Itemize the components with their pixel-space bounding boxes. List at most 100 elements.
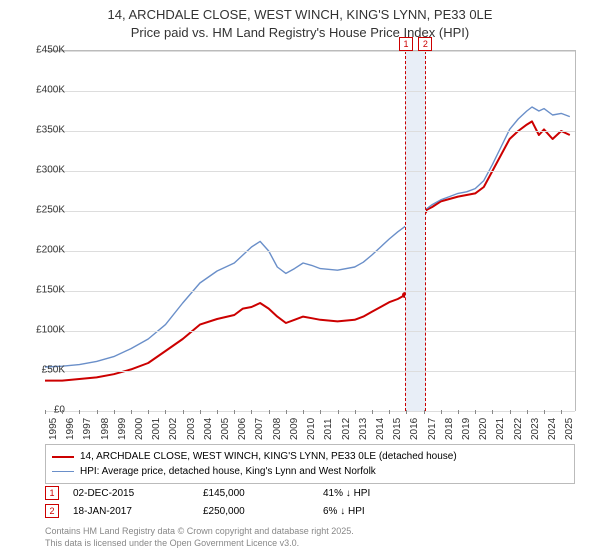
x-tick — [544, 410, 545, 414]
x-axis-label: 2000 — [134, 418, 145, 440]
legend-swatch-price — [52, 456, 74, 458]
title-line-2: Price paid vs. HM Land Registry's House … — [0, 24, 600, 42]
x-axis-label: 2015 — [392, 418, 403, 440]
event-date-2: 18-JAN-2017 — [73, 506, 203, 517]
gridline — [45, 211, 575, 212]
x-tick — [441, 410, 442, 414]
x-axis-label: 2020 — [478, 418, 489, 440]
x-tick — [97, 410, 98, 414]
x-axis-label: 2017 — [427, 418, 438, 440]
gridline — [45, 171, 575, 172]
x-tick — [510, 410, 511, 414]
title-block: 14, ARCHDALE CLOSE, WEST WINCH, KING'S L… — [0, 0, 600, 41]
x-axis-label: 2025 — [564, 418, 575, 440]
legend: 14, ARCHDALE CLOSE, WEST WINCH, KING'S L… — [45, 444, 575, 484]
x-axis-label: 2004 — [203, 418, 214, 440]
gridline — [45, 371, 575, 372]
x-tick — [269, 410, 270, 414]
x-tick — [389, 410, 390, 414]
x-tick — [114, 410, 115, 414]
x-tick — [183, 410, 184, 414]
y-axis-label: £150K — [36, 285, 65, 296]
x-tick — [303, 410, 304, 414]
x-tick — [492, 410, 493, 414]
y-axis-label: £200K — [36, 245, 65, 256]
footer-line-1: Contains HM Land Registry data © Crown c… — [45, 526, 354, 538]
x-axis-label: 2024 — [547, 418, 558, 440]
chart-marker-1: 1 — [399, 37, 413, 51]
event-date-1: 02-DEC-2015 — [73, 488, 203, 499]
x-axis-label: 2001 — [151, 418, 162, 440]
x-axis-label: 2012 — [341, 418, 352, 440]
x-axis-label: 1996 — [65, 418, 76, 440]
y-axis-label: £450K — [36, 45, 65, 56]
legend-label-hpi: HPI: Average price, detached house, King… — [80, 464, 376, 479]
x-tick — [406, 410, 407, 414]
gridline — [45, 51, 575, 52]
y-axis-label: £400K — [36, 85, 65, 96]
x-tick — [234, 410, 235, 414]
x-axis-label: 2019 — [461, 418, 472, 440]
x-axis-label: 1998 — [100, 418, 111, 440]
event-price-1: £145,000 — [203, 488, 323, 499]
gridline — [45, 411, 575, 412]
legend-row-hpi: HPI: Average price, detached house, King… — [52, 464, 568, 479]
x-tick — [217, 410, 218, 414]
x-tick — [458, 410, 459, 414]
x-axis-label: 2005 — [220, 418, 231, 440]
x-axis-label: 2003 — [186, 418, 197, 440]
x-axis-label: 1999 — [117, 418, 128, 440]
gridline — [45, 91, 575, 92]
y-axis-label: £0 — [54, 405, 65, 416]
x-tick — [527, 410, 528, 414]
x-axis-label: 1995 — [48, 418, 59, 440]
x-axis-label: 2014 — [375, 418, 386, 440]
x-tick — [131, 410, 132, 414]
x-axis-label: 1997 — [82, 418, 93, 440]
x-axis-label: 2008 — [272, 418, 283, 440]
x-tick — [338, 410, 339, 414]
gridline — [45, 291, 575, 292]
x-tick — [79, 410, 80, 414]
x-tick — [148, 410, 149, 414]
footer: Contains HM Land Registry data © Crown c… — [45, 526, 354, 549]
gridline — [45, 331, 575, 332]
plot-area: 12 — [45, 50, 576, 411]
x-tick — [165, 410, 166, 414]
x-tick — [251, 410, 252, 414]
legend-row-price: 14, ARCHDALE CLOSE, WEST WINCH, KING'S L… — [52, 449, 568, 464]
y-axis-label: £50K — [42, 365, 65, 376]
chart-marker-2: 2 — [418, 37, 432, 51]
x-axis-label: 2018 — [444, 418, 455, 440]
gridline — [45, 131, 575, 132]
y-axis-label: £250K — [36, 205, 65, 216]
x-tick — [561, 410, 562, 414]
event-row-2: 2 18-JAN-2017 £250,000 6% ↓ HPI — [45, 504, 575, 518]
x-tick — [355, 410, 356, 414]
x-tick — [286, 410, 287, 414]
x-axis-label: 2022 — [513, 418, 524, 440]
event-marker-1: 1 — [45, 486, 59, 500]
chart-svg — [45, 51, 575, 411]
event-delta-1: 41% ↓ HPI — [323, 488, 370, 499]
x-axis-label: 2021 — [495, 418, 506, 440]
x-tick — [45, 410, 46, 414]
y-axis-label: £350K — [36, 125, 65, 136]
x-tick — [424, 410, 425, 414]
x-axis-label: 2006 — [237, 418, 248, 440]
x-tick — [475, 410, 476, 414]
x-axis-label: 2007 — [254, 418, 265, 440]
series-hpi — [45, 107, 570, 367]
x-axis-label: 2013 — [358, 418, 369, 440]
title-line-1: 14, ARCHDALE CLOSE, WEST WINCH, KING'S L… — [0, 6, 600, 24]
x-tick — [62, 410, 63, 414]
event-row-1: 1 02-DEC-2015 £145,000 41% ↓ HPI — [45, 486, 575, 500]
event-price-2: £250,000 — [203, 506, 323, 517]
x-tick — [372, 410, 373, 414]
legend-swatch-hpi — [52, 471, 74, 472]
x-axis-label: 2010 — [306, 418, 317, 440]
x-tick — [200, 410, 201, 414]
legend-label-price: 14, ARCHDALE CLOSE, WEST WINCH, KING'S L… — [80, 449, 457, 464]
gridline — [45, 251, 575, 252]
x-axis-label: 2011 — [323, 418, 334, 440]
